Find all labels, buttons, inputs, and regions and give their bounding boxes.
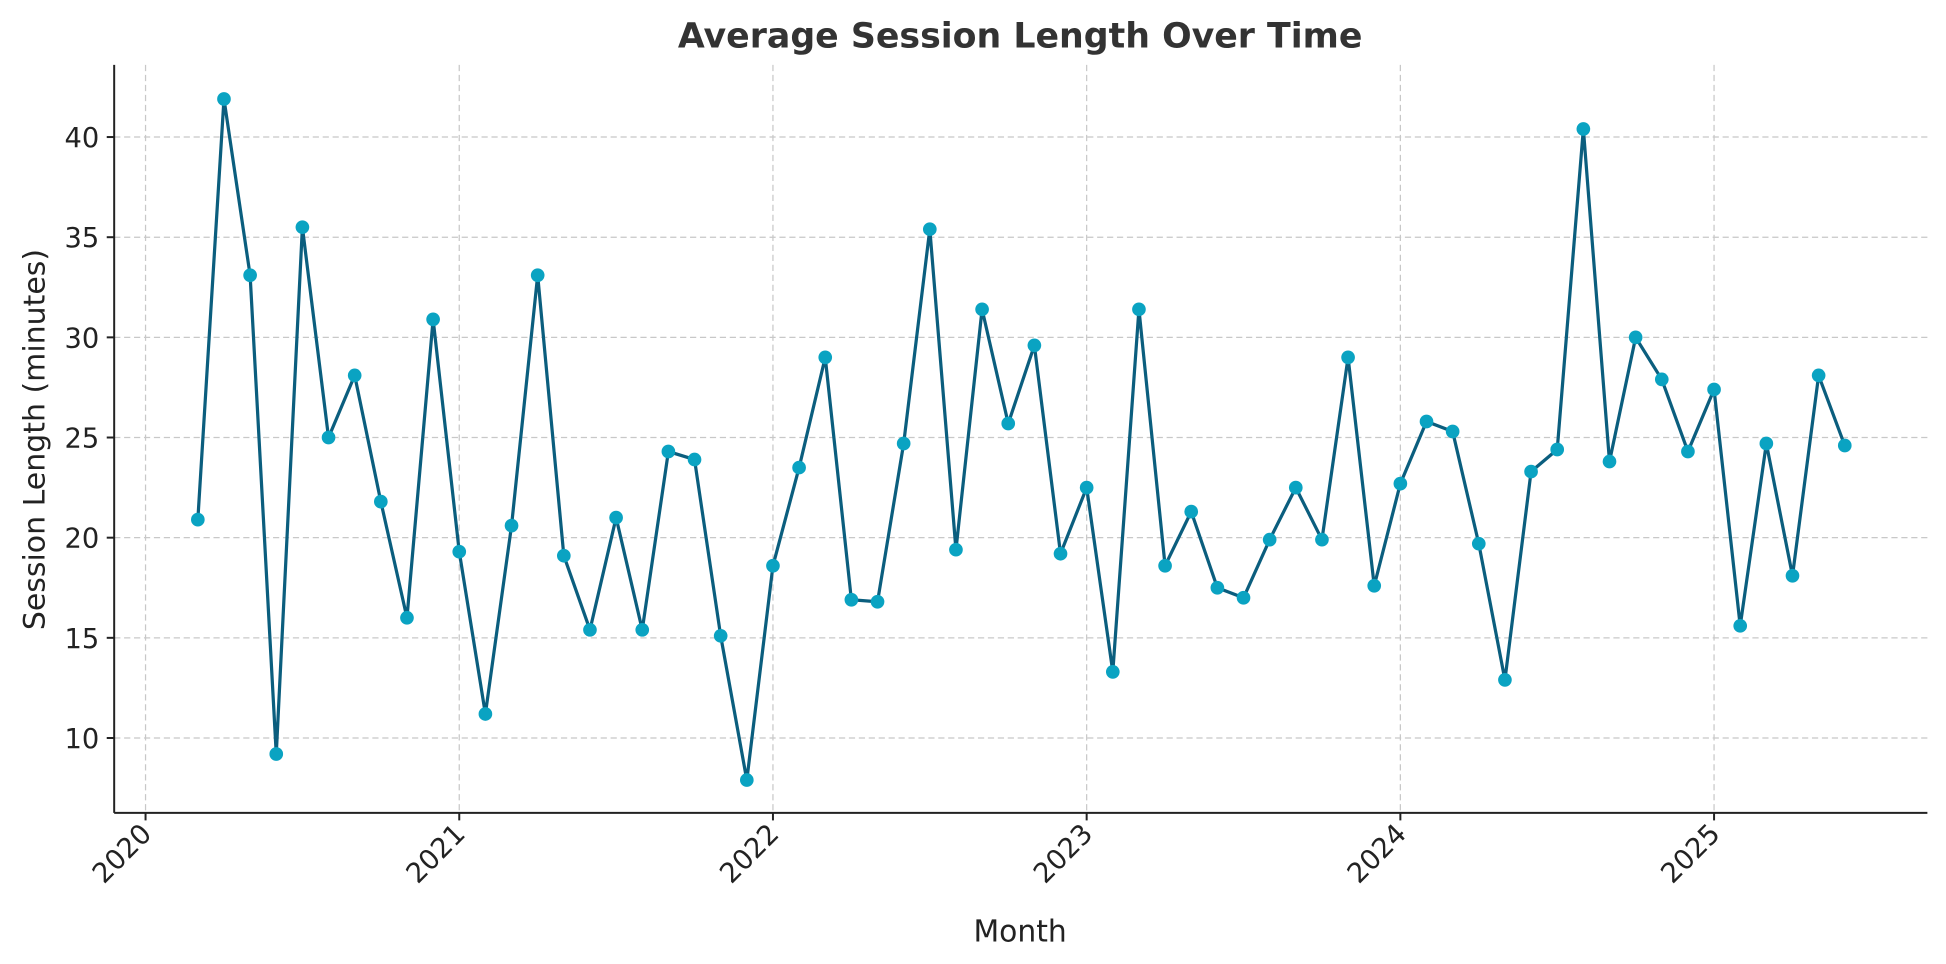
data-point — [1053, 546, 1068, 561]
x-tick-label: 2021 — [401, 818, 472, 889]
data-point — [1132, 302, 1146, 317]
data-point — [1079, 480, 1094, 495]
data-line — [196, 98, 1847, 781]
data-point — [556, 548, 571, 563]
data-point — [661, 444, 676, 459]
data-point — [347, 368, 362, 383]
data-point — [687, 452, 702, 467]
y-tick-label: 40 — [65, 123, 100, 154]
data-point — [217, 92, 231, 106]
data-point — [870, 594, 885, 609]
data-point — [295, 220, 310, 235]
data-point — [1105, 665, 1120, 679]
data-point — [1236, 590, 1251, 605]
y-axis-label: Session Length (minutes) — [18, 249, 53, 630]
data-point — [1628, 330, 1643, 345]
data-point — [1759, 436, 1774, 451]
data-point — [1811, 368, 1826, 383]
x-tick-label: 2020 — [87, 818, 158, 889]
data-point — [1471, 536, 1486, 551]
data-point — [1524, 464, 1538, 479]
data-point — [922, 222, 937, 237]
x-tick-label: 2025 — [1655, 818, 1726, 889]
data-point — [609, 510, 623, 525]
data-point — [1498, 673, 1512, 687]
data-point — [975, 302, 989, 317]
data-point — [269, 747, 284, 761]
data-point — [1837, 438, 1852, 453]
data-point — [1733, 618, 1748, 633]
data-point — [1576, 122, 1591, 136]
x-tick-label: 2022 — [714, 818, 785, 889]
data-point — [1681, 444, 1695, 459]
data-point — [1785, 568, 1800, 583]
x-tick-label: 2024 — [1342, 818, 1413, 889]
data-point — [452, 544, 467, 559]
y-tick-label: 25 — [65, 423, 100, 454]
data-point — [374, 494, 388, 509]
data-point — [583, 622, 597, 637]
data-point — [400, 610, 414, 625]
x-axis-label: Month — [974, 914, 1067, 949]
y-tick-label: 30 — [65, 323, 100, 354]
data-point — [1550, 442, 1565, 457]
y-tick-label: 15 — [65, 624, 100, 655]
data-point — [739, 773, 754, 787]
data-point — [1315, 532, 1329, 547]
data-point — [321, 430, 336, 445]
data-point — [426, 312, 440, 327]
data-point — [478, 707, 493, 721]
data-point — [818, 350, 833, 365]
y-tick-label: 10 — [65, 724, 100, 755]
data-point — [949, 542, 963, 557]
data-point — [1001, 416, 1016, 431]
data-point — [1367, 578, 1382, 593]
data-point — [844, 592, 859, 607]
data-point — [504, 518, 519, 533]
data-point — [1419, 414, 1434, 429]
data-point — [1027, 338, 1042, 353]
data-point — [1158, 558, 1172, 573]
data-point — [635, 622, 650, 637]
data-point — [1262, 532, 1277, 547]
data-point — [766, 558, 780, 573]
data-point — [896, 436, 911, 451]
x-tick-label: 2023 — [1028, 818, 1099, 889]
y-tick-label: 20 — [65, 524, 100, 555]
data-point — [1445, 424, 1460, 439]
data-point — [1393, 476, 1408, 491]
data-point — [1210, 580, 1225, 595]
data-point — [243, 268, 257, 283]
data-point — [1341, 350, 1355, 365]
data-point — [191, 512, 205, 527]
data-point — [1707, 382, 1721, 397]
data-point — [1184, 504, 1199, 519]
chart-title: Average Session Length Over Time — [678, 16, 1363, 56]
data-point — [792, 460, 806, 475]
y-tick-label: 35 — [65, 223, 100, 254]
data-point — [713, 628, 728, 643]
data-point — [1288, 480, 1303, 495]
data-point — [1654, 372, 1669, 387]
data-point — [530, 268, 545, 283]
data-point — [1602, 454, 1617, 469]
